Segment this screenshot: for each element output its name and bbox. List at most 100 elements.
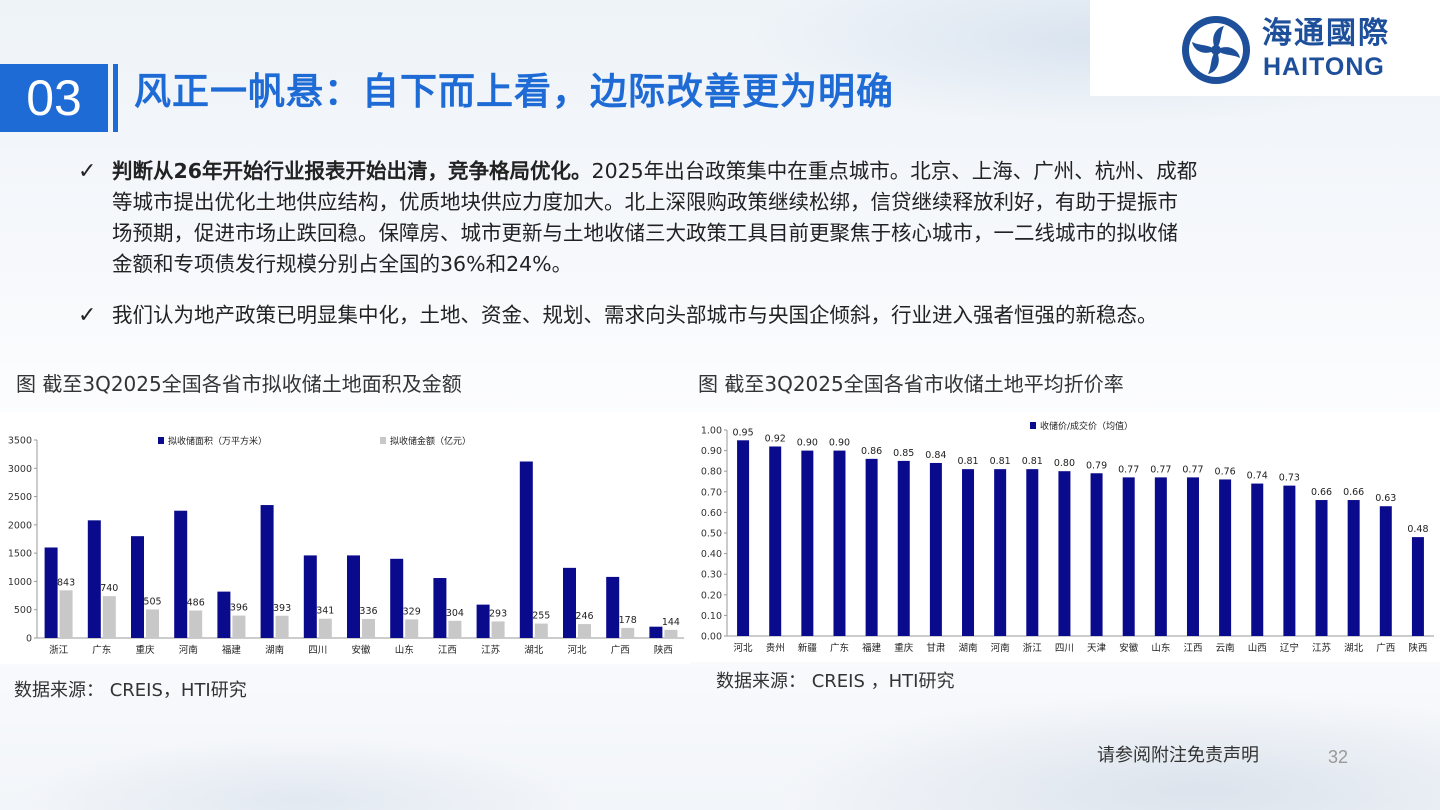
bar (1186, 477, 1199, 636)
y-tick-label: 0.90 (701, 446, 722, 457)
bullet-1: 判断从26年开始行业报表开始出清，竞争格局优化。2025年出台政策集中在重点城市… (112, 156, 1374, 280)
data-label: 0.66 (1311, 487, 1332, 498)
bar (1283, 485, 1296, 636)
x-tick-label: 四川 (1055, 643, 1074, 654)
chart-right-panel: 0.00 0.10 0.20 0.30 0.40 0.50 0.60 0.70 0.80 0.90… (684, 412, 1440, 662)
bar (621, 627, 635, 638)
bar (1347, 500, 1360, 636)
x-tick-label: 广西 (611, 644, 630, 656)
bullet-1-line-1: 2025年出台政策集中在重点城市。北京、上海、广州、杭州、成都 (591, 159, 1198, 183)
data-label: 0.74 (1247, 471, 1268, 482)
data-label: 255 (532, 611, 550, 622)
x-tick-label: 河南 (179, 644, 198, 656)
data-label: 0.80 (1054, 458, 1075, 469)
legend-label: 收储价/成交价（均值） (1040, 420, 1133, 432)
bar (897, 460, 910, 636)
y-tick-label: 2500 (8, 492, 32, 503)
bar (865, 458, 878, 636)
y-tick-label: 0.70 (701, 487, 722, 498)
y-tick-label: 3500 (8, 436, 32, 447)
logo-area (1090, 0, 1440, 96)
bullet-2: 我们认为地产政策已明显集中化，土地、资金、规划、需求向头部城市与央国企倾斜，行业… (112, 303, 1158, 327)
data-label: 486 (187, 598, 205, 609)
x-tick-label: 河南 (991, 642, 1010, 654)
data-label: 144 (662, 617, 680, 628)
y-tick-label: 0.10 (701, 611, 722, 622)
x-tick-label: 陕西 (1408, 642, 1427, 654)
y-tick-label: 3000 (8, 464, 32, 475)
y-tick-label: 0.60 (701, 508, 722, 519)
data-label: 843 (57, 577, 75, 588)
data-label: 0.85 (893, 448, 914, 459)
y-tick-label: 0.00 (701, 632, 722, 643)
section-number: 03 (0, 64, 108, 132)
bar (801, 450, 814, 636)
bar (217, 591, 231, 638)
bullet-1-line-3: 场预期，促进市场止跌回稳。保障房、城市更新与土地收储三大政策工具目前更聚焦于核心… (112, 221, 1178, 245)
y-tick-label: 500 (14, 605, 32, 616)
bar (563, 567, 576, 638)
y-tick-label: 2000 (8, 520, 32, 531)
data-label: 0.76 (1215, 466, 1236, 477)
legend-swatch (1030, 422, 1036, 429)
figure-left-title: 图 截至3Q2025全国各省市拟收储土地面积及金额 (16, 372, 462, 396)
data-label: 0.84 (925, 450, 946, 461)
x-tick-label: 云南 (1216, 642, 1235, 654)
bar (929, 462, 942, 636)
bar (833, 450, 846, 636)
bar (146, 609, 159, 638)
x-tick-label: 安徽 (1119, 642, 1139, 654)
data-label: 740 (100, 583, 118, 594)
data-label: 0.81 (957, 456, 978, 467)
x-tick-label: 福建 (222, 644, 242, 656)
bar (87, 520, 101, 638)
y-tick-label: 0.50 (701, 529, 722, 540)
bar (433, 578, 447, 638)
bar (649, 626, 663, 638)
bar (1122, 477, 1135, 636)
bar (578, 624, 591, 638)
x-tick-label: 河北 (567, 644, 587, 656)
y-tick-label: 0 (26, 634, 32, 645)
figure-right-title: 图 截至3Q2025全国各省市收储土地平均折价率 (698, 372, 1124, 396)
bar (737, 440, 750, 636)
bar (1379, 506, 1392, 636)
bar (318, 618, 332, 638)
chart-right: 0.00 0.10 0.20 0.30 0.40 0.50 0.60 0.70 0.80 0.90… (701, 420, 1434, 654)
figure-left-source: 数据来源： CREIS，HTI研究 (14, 680, 247, 701)
bar (476, 604, 490, 638)
y-tick-label: 0.20 (701, 590, 722, 601)
page-title: 风正一帆悬：自下而上看，边际改善更为明确 (134, 70, 894, 113)
data-label: 0.90 (829, 438, 850, 449)
bar (1090, 473, 1103, 636)
bullet-1-line-2: 等城市提出优化土地供应结构，优质地块供应力度加大。北上深限购政策继续松绑，信贷继… (112, 190, 1178, 214)
x-tick-label: 四川 (308, 645, 327, 656)
bullet-1-lead: 判断从26年开始行业报表开始出清，竞争格局优化。 (112, 159, 592, 183)
bar (769, 446, 782, 636)
bar (606, 576, 620, 638)
figure-right-source: 数据来源： CREIS ，HTI研究 (716, 671, 955, 692)
x-tick-label: 广西 (1376, 642, 1395, 654)
data-label: 178 (619, 615, 637, 626)
data-label: 0.95 (732, 427, 753, 438)
data-label: 0.81 (1022, 456, 1043, 467)
bar (534, 623, 548, 638)
bar (189, 610, 203, 638)
data-label: 341 (316, 606, 334, 617)
x-tick-label: 湖北 (524, 645, 544, 656)
x-tick-label: 江西 (438, 645, 457, 656)
y-tick-label: 0.30 (701, 570, 722, 581)
data-label: 0.66 (1343, 487, 1364, 498)
x-tick-label: 浙江 (49, 644, 69, 656)
data-label: 0.73 (1279, 473, 1300, 484)
bar (260, 505, 274, 638)
bar (1154, 477, 1167, 636)
bar (232, 615, 246, 638)
x-tick-label: 山东 (395, 644, 414, 656)
x-tick-label: 江苏 (481, 644, 501, 656)
bar (994, 469, 1007, 636)
data-label: 336 (359, 606, 377, 617)
bar (1315, 500, 1328, 636)
x-tick-label: 天津 (1087, 643, 1107, 654)
